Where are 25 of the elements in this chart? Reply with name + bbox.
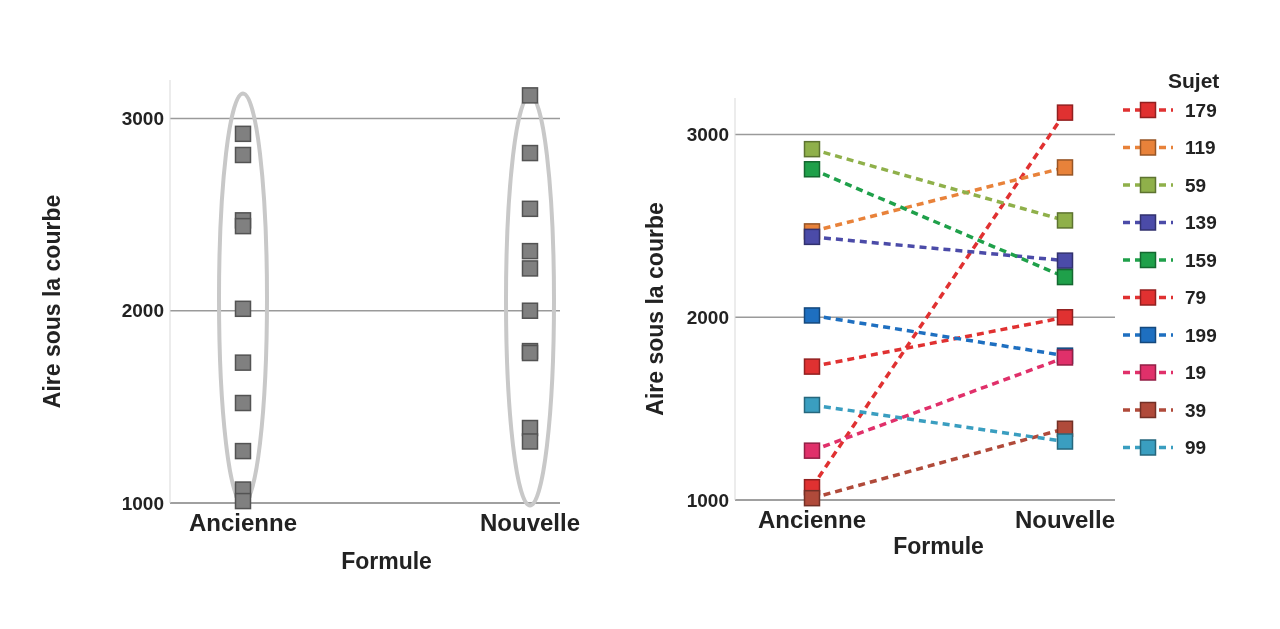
legend-label: 139 [1185,212,1217,234]
y-tick-label: 1000 [686,489,729,511]
legend-label: 179 [1185,99,1217,121]
x-tick-label: Nouvelle [479,509,581,536]
x-tick-label: Ancienne [188,509,298,536]
legend-label: 79 [1185,287,1207,309]
y-tick-label: 2000 [686,306,729,328]
legend-label: 19 [1185,362,1207,384]
x-axis-title: Formule [341,548,432,574]
y-axis-title: Aire sous la courbe [39,194,65,409]
y-axis-title: Aire sous la courbe [642,202,668,416]
x-axis-title: Formule [893,533,984,559]
y-tick-label: 3000 [121,108,164,130]
legend-label: 159 [1185,249,1217,271]
legend-label: 39 [1185,399,1207,421]
legend-label: 119 [1185,137,1216,159]
legend-title: Sujet [1168,69,1220,92]
legend-label: 59 [1185,174,1207,196]
y-tick-label: 2000 [121,300,164,322]
x-tick-label: Nouvelle [1014,506,1116,533]
x-tick-label: Ancienne [757,506,867,533]
legend-label: 199 [1185,324,1217,346]
y-tick-label: 1000 [121,492,164,514]
y-tick-label: 3000 [686,124,729,146]
legend-label: 99 [1185,437,1207,459]
